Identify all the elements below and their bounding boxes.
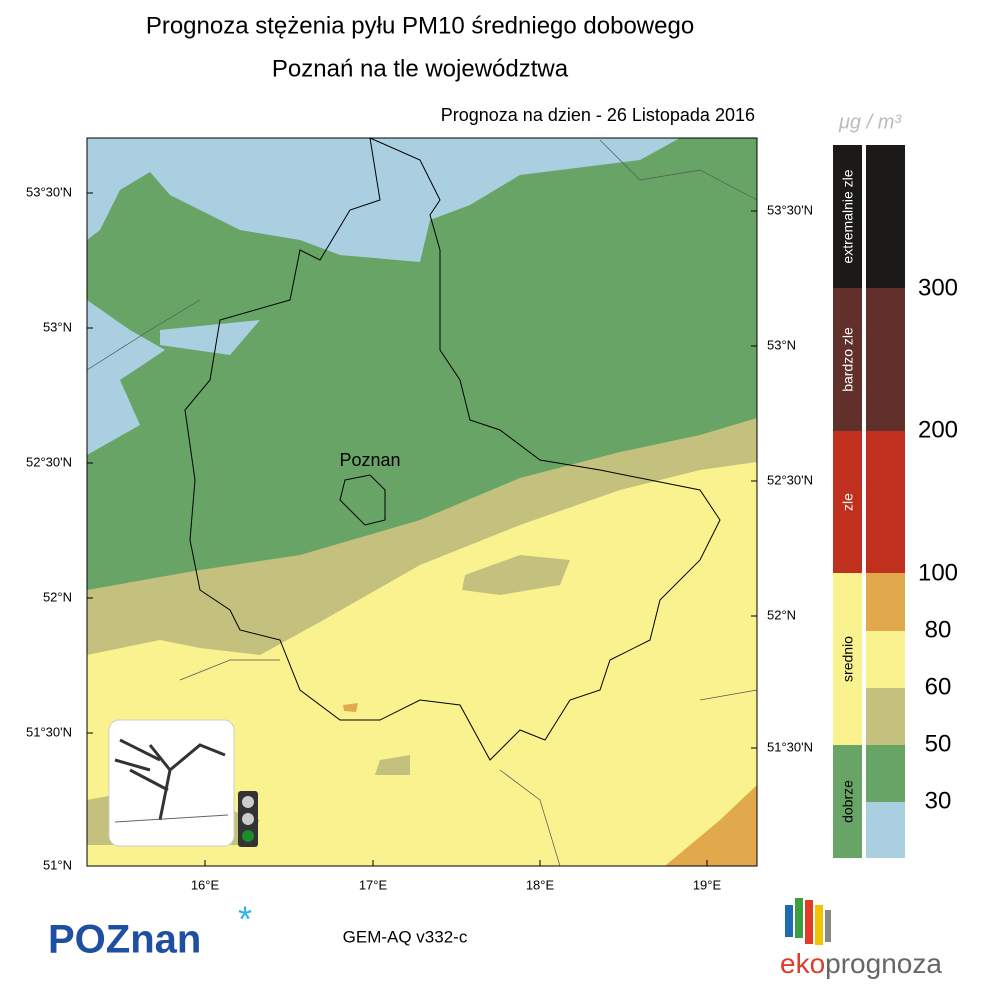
model-label: GEM-AQ v332-c: [343, 927, 468, 946]
zone-very-good: [160, 320, 260, 355]
legend-swatch: [866, 745, 905, 802]
legend-threshold: 50: [925, 730, 952, 757]
logo-city: POZnan: [48, 918, 201, 962]
map-frame: [86, 137, 758, 867]
voivodeship-border: [184, 137, 721, 761]
legend-category-label: dobrze: [840, 780, 856, 823]
legend-category: [833, 145, 862, 288]
lat-label: 51°30'N: [767, 739, 813, 754]
zone-moderate: [375, 755, 410, 775]
lat-label: 53°30'N: [767, 202, 813, 217]
legend-threshold: 300: [918, 274, 958, 301]
weather-icon: [108, 719, 235, 847]
legend-swatch: [866, 431, 905, 573]
legend-category: [833, 745, 862, 858]
legend-threshold: 80: [925, 616, 952, 643]
city-border: [339, 474, 386, 526]
title: Prognoza stężenia pyłu PM10 średniego do…: [146, 12, 694, 39]
zone-moderate: [462, 555, 570, 595]
logo-brand-b: prognoza: [825, 948, 942, 979]
zone-high: [665, 785, 757, 866]
legend-category: [833, 573, 862, 745]
lat-label: 53°30'N: [26, 184, 72, 199]
legend-threshold: 100: [918, 559, 958, 586]
legend-threshold: 200: [918, 416, 958, 443]
lon-label: 19°E: [693, 877, 722, 892]
region-border: [86, 139, 758, 867]
lat-label: 52°N: [767, 607, 796, 622]
logo-brand: ekoprognoza: [780, 948, 942, 979]
legend-swatch: [866, 145, 905, 288]
lon-label: 17°E: [359, 877, 388, 892]
logo-star: *: [238, 899, 252, 940]
legend-category-label: extremalnie zle: [840, 169, 856, 263]
logo-bars: [785, 898, 831, 945]
legend-threshold: 30: [925, 787, 952, 814]
lat-label: 51°N: [43, 857, 72, 872]
unit: μg / m³: [838, 111, 902, 133]
lat-label: 53°N: [767, 337, 796, 352]
lat-label: 52°30'N: [26, 454, 72, 469]
legend-swatch: [866, 631, 905, 688]
legend-swatch: [866, 573, 905, 631]
legend-category-label: zle: [840, 493, 856, 511]
legend-swatch: [866, 802, 905, 858]
zone-very-good: [87, 300, 165, 455]
lon-label: 18°E: [526, 877, 555, 892]
subtitle: Poznań na tle województwa: [272, 55, 569, 82]
lat-label: 51°30'N: [26, 724, 72, 739]
legend-category: [833, 288, 862, 431]
lat-label: 53°N: [43, 319, 72, 334]
city-label: Poznan: [339, 450, 400, 470]
icon: [108, 719, 258, 847]
legend-category-label: srednio: [840, 636, 856, 682]
lon-label: 16°E: [191, 877, 220, 892]
legend-threshold: 60: [925, 673, 952, 700]
lat-label: 52°30'N: [767, 472, 813, 487]
legend-swatch: [866, 288, 905, 431]
lat-label: 52°N: [43, 589, 72, 604]
zone-very-good: [87, 138, 680, 262]
legend-category-label: bardzo zle: [840, 327, 856, 392]
date-label: Prognoza na dzien - 26 Listopada 2016: [441, 105, 755, 125]
zone-moderate-high: [87, 462, 757, 866]
legend-swatch: [866, 688, 905, 745]
zone-high: [343, 703, 358, 712]
legend-category: [833, 431, 862, 573]
logo-brand-a: eko: [780, 948, 825, 979]
